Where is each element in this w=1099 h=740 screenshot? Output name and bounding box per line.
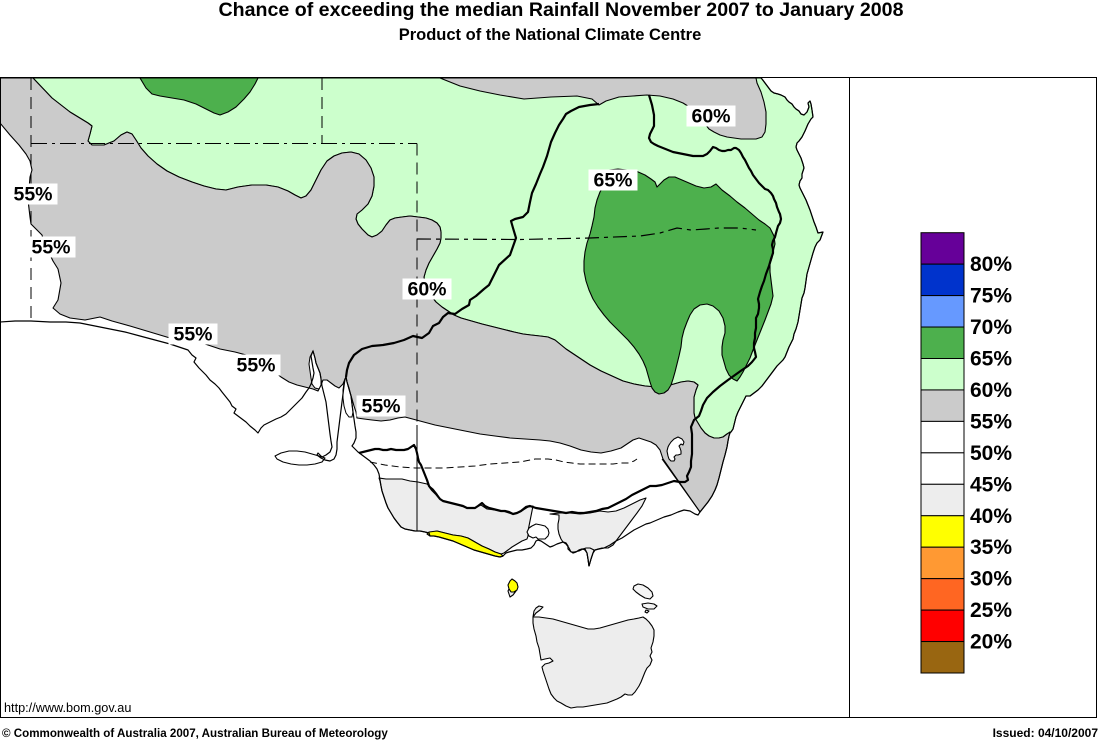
svg-text:20%: 20%: [970, 631, 1012, 654]
svg-text:80%: 80%: [970, 253, 1012, 276]
svg-text:45%: 45%: [970, 473, 1012, 496]
svg-text:65%: 65%: [593, 170, 632, 192]
svg-text:65%: 65%: [970, 348, 1012, 371]
svg-text:Issued: 04/10/2007: Issued: 04/10/2007: [993, 726, 1099, 740]
svg-text:30%: 30%: [970, 568, 1012, 591]
svg-text:55%: 55%: [13, 184, 52, 206]
svg-text:70%: 70%: [970, 316, 1012, 339]
svg-text:55%: 55%: [970, 410, 1012, 433]
svg-text:25%: 25%: [970, 599, 1012, 622]
svg-text:Chance of exceeding the median: Chance of exceeding the median Rainfall …: [219, 0, 904, 21]
svg-text:© Commonwealth of Australia 20: © Commonwealth of Australia 2007, Austra…: [2, 727, 388, 740]
svg-text:60%: 60%: [691, 106, 730, 128]
svg-text:55%: 55%: [361, 396, 400, 418]
svg-text:35%: 35%: [970, 536, 1012, 559]
svg-text:40%: 40%: [970, 505, 1012, 528]
svg-text:55%: 55%: [236, 355, 275, 377]
svg-text:60%: 60%: [407, 279, 446, 301]
svg-text:Product of the National Climat: Product of the National Climate Centre: [399, 26, 702, 44]
svg-text:55%: 55%: [31, 237, 70, 259]
svg-text:75%: 75%: [970, 285, 1012, 308]
svg-text:55%: 55%: [173, 324, 212, 346]
svg-text:http://www.bom.gov.au: http://www.bom.gov.au: [4, 701, 131, 715]
svg-text:50%: 50%: [970, 442, 1012, 465]
svg-text:60%: 60%: [970, 379, 1012, 402]
